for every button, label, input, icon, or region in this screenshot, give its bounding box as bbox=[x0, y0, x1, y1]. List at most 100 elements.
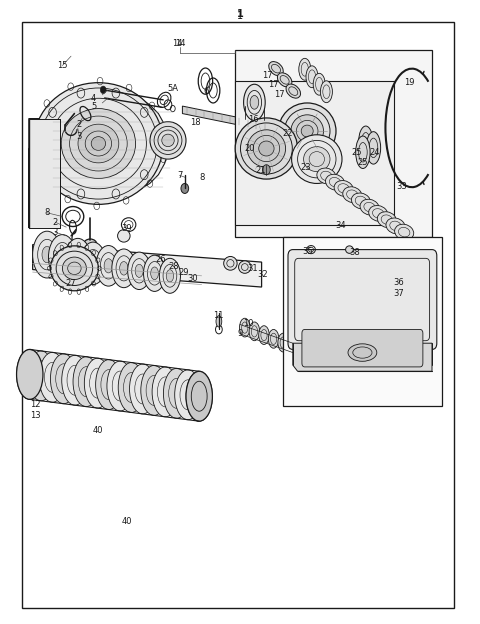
Ellipse shape bbox=[313, 74, 325, 95]
Ellipse shape bbox=[130, 364, 156, 414]
Text: 34: 34 bbox=[336, 222, 346, 230]
Ellipse shape bbox=[250, 95, 259, 109]
Polygon shape bbox=[29, 91, 168, 228]
Ellipse shape bbox=[186, 371, 212, 421]
Text: 25: 25 bbox=[358, 158, 368, 167]
Polygon shape bbox=[33, 245, 262, 287]
Text: 7: 7 bbox=[177, 171, 182, 180]
Ellipse shape bbox=[159, 258, 180, 293]
FancyBboxPatch shape bbox=[302, 329, 423, 367]
Ellipse shape bbox=[278, 333, 288, 352]
Ellipse shape bbox=[141, 366, 167, 416]
Bar bbox=[22, 22, 454, 608]
Ellipse shape bbox=[259, 141, 274, 156]
Ellipse shape bbox=[91, 137, 106, 150]
Text: 36: 36 bbox=[393, 278, 404, 287]
Ellipse shape bbox=[61, 109, 135, 178]
Text: 15: 15 bbox=[57, 61, 68, 70]
Ellipse shape bbox=[50, 354, 77, 404]
Ellipse shape bbox=[166, 270, 174, 282]
Polygon shape bbox=[293, 343, 432, 371]
Ellipse shape bbox=[247, 130, 286, 167]
Ellipse shape bbox=[162, 134, 174, 147]
Text: 8: 8 bbox=[44, 208, 50, 217]
Ellipse shape bbox=[291, 115, 324, 147]
Ellipse shape bbox=[306, 66, 318, 87]
Ellipse shape bbox=[120, 261, 128, 275]
Ellipse shape bbox=[301, 125, 313, 137]
Text: 3: 3 bbox=[76, 132, 82, 140]
Ellipse shape bbox=[73, 357, 99, 407]
Ellipse shape bbox=[151, 267, 158, 280]
Text: 5: 5 bbox=[91, 102, 96, 111]
Text: 1: 1 bbox=[237, 9, 243, 19]
Ellipse shape bbox=[356, 136, 370, 168]
Text: 17: 17 bbox=[274, 90, 285, 99]
Ellipse shape bbox=[278, 103, 336, 159]
Ellipse shape bbox=[16, 349, 43, 399]
Ellipse shape bbox=[150, 122, 186, 159]
Ellipse shape bbox=[28, 351, 54, 401]
Ellipse shape bbox=[348, 344, 377, 361]
Ellipse shape bbox=[107, 361, 133, 411]
Ellipse shape bbox=[118, 230, 130, 242]
Ellipse shape bbox=[96, 359, 122, 409]
Text: 33: 33 bbox=[396, 182, 407, 191]
Ellipse shape bbox=[240, 318, 250, 337]
Text: 1: 1 bbox=[237, 11, 243, 21]
Ellipse shape bbox=[317, 168, 336, 184]
Bar bbox=[29, 119, 60, 228]
Circle shape bbox=[100, 86, 106, 94]
Text: 14: 14 bbox=[175, 39, 185, 48]
Text: 27: 27 bbox=[66, 279, 76, 288]
Text: 2: 2 bbox=[53, 218, 58, 227]
Ellipse shape bbox=[334, 180, 353, 197]
Text: 19: 19 bbox=[404, 79, 415, 87]
Text: 32: 32 bbox=[258, 270, 268, 279]
Ellipse shape bbox=[39, 353, 66, 402]
Text: 5A: 5A bbox=[168, 84, 178, 93]
Text: 38: 38 bbox=[349, 248, 360, 256]
Ellipse shape bbox=[78, 124, 119, 163]
Ellipse shape bbox=[259, 326, 269, 344]
Text: 6: 6 bbox=[204, 87, 209, 95]
Ellipse shape bbox=[42, 246, 52, 263]
Ellipse shape bbox=[268, 329, 279, 348]
Text: 16: 16 bbox=[248, 115, 258, 124]
Ellipse shape bbox=[89, 256, 97, 271]
Ellipse shape bbox=[135, 265, 143, 278]
Text: 24: 24 bbox=[369, 148, 380, 157]
Ellipse shape bbox=[343, 187, 362, 203]
Text: 40: 40 bbox=[121, 517, 132, 526]
Ellipse shape bbox=[216, 316, 222, 327]
Ellipse shape bbox=[33, 232, 61, 278]
Ellipse shape bbox=[128, 252, 151, 290]
Ellipse shape bbox=[152, 367, 179, 417]
Ellipse shape bbox=[175, 370, 201, 420]
Ellipse shape bbox=[359, 126, 373, 158]
Ellipse shape bbox=[186, 371, 212, 421]
Ellipse shape bbox=[346, 246, 353, 253]
Text: 23: 23 bbox=[300, 163, 311, 172]
Ellipse shape bbox=[292, 135, 342, 183]
Text: 26: 26 bbox=[155, 255, 166, 264]
Ellipse shape bbox=[48, 235, 76, 280]
Ellipse shape bbox=[96, 245, 121, 286]
Ellipse shape bbox=[118, 363, 144, 412]
Ellipse shape bbox=[163, 368, 190, 418]
Ellipse shape bbox=[80, 242, 106, 285]
Ellipse shape bbox=[84, 358, 111, 408]
Ellipse shape bbox=[50, 246, 98, 291]
Ellipse shape bbox=[64, 238, 91, 282]
Ellipse shape bbox=[286, 84, 300, 98]
Circle shape bbox=[181, 183, 189, 193]
Ellipse shape bbox=[224, 256, 237, 270]
Ellipse shape bbox=[62, 257, 86, 280]
Ellipse shape bbox=[243, 84, 265, 120]
Ellipse shape bbox=[369, 205, 388, 222]
Text: 30: 30 bbox=[188, 275, 198, 283]
Text: 12: 12 bbox=[30, 400, 40, 409]
Text: 39: 39 bbox=[121, 224, 132, 233]
Text: 17: 17 bbox=[268, 80, 279, 89]
Polygon shape bbox=[235, 81, 394, 225]
